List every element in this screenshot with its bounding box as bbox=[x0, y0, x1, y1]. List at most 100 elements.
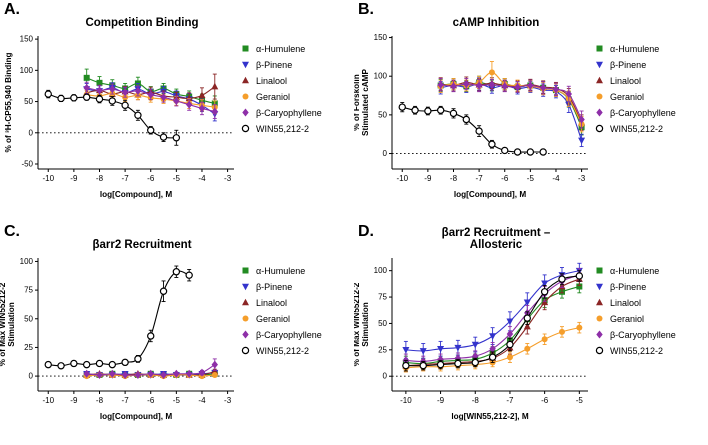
circle-icon bbox=[596, 93, 603, 100]
legend-item: Geraniol bbox=[240, 313, 346, 324]
diamond-icon bbox=[596, 108, 603, 117]
legend-item: WIN55,212-2 bbox=[240, 345, 346, 356]
svg-text:100: 100 bbox=[374, 266, 388, 275]
panel-title: Competition Binding bbox=[85, 17, 199, 29]
svg-text:50: 50 bbox=[24, 97, 33, 106]
legend-item: α-Humulene bbox=[240, 43, 346, 54]
plot-area: -10 -9 -8 -7 -6 -5 -4 -3 0 50 100 150 log[Compound],… bbox=[352, 29, 594, 201]
triangle-up-icon bbox=[242, 298, 249, 306]
legend-label: Linalool bbox=[610, 75, 642, 86]
svg-text:50: 50 bbox=[378, 319, 387, 328]
panel-body: -10 -9 -8 -7 -6 -5 0 25 50 75 100 log[WIN55,212-2],… bbox=[352, 251, 708, 423]
panel-letter: C. bbox=[4, 223, 20, 240]
svg-text:-6: -6 bbox=[147, 174, 155, 183]
open-circle-icon bbox=[241, 346, 250, 355]
legend-label: α-Humulene bbox=[256, 43, 306, 54]
legend-item: Geraniol bbox=[594, 313, 700, 324]
legend-item: α-Humulene bbox=[594, 265, 700, 276]
svg-text:Stimulation: Stimulation bbox=[361, 302, 370, 347]
svg-text:% of Max WIN55212-2: % of Max WIN55212-2 bbox=[0, 282, 7, 366]
panel-title: βarr2 Recruitment bbox=[92, 239, 192, 251]
legend-label: WIN55,212-2 bbox=[256, 345, 310, 356]
legend-label: β-Pinene bbox=[610, 281, 647, 292]
legend-label: β-Caryophyllene bbox=[610, 107, 676, 118]
svg-text:-8: -8 bbox=[472, 396, 480, 405]
legend-label: β-Pinene bbox=[256, 281, 293, 292]
square-icon bbox=[242, 267, 249, 274]
legend-item: β-Pinene bbox=[594, 281, 700, 292]
svg-text:% of Forskolin: % of Forskolin bbox=[354, 74, 361, 130]
svg-text:-6: -6 bbox=[541, 396, 549, 405]
svg-text:-6: -6 bbox=[147, 396, 155, 405]
svg-text:50: 50 bbox=[24, 314, 33, 323]
chart-svg: -10 -9 -8 -7 -6 -5 -4 -3 0 50 100 150 log[Compound],… bbox=[352, 33, 588, 199]
triangle-down-icon bbox=[242, 61, 249, 69]
legend-item: β-Pinene bbox=[240, 281, 346, 292]
open-circle-icon bbox=[241, 124, 250, 133]
svg-text:-5: -5 bbox=[576, 396, 584, 405]
legend-item: Linalool bbox=[240, 75, 346, 86]
diamond-icon bbox=[242, 108, 249, 117]
circle-icon bbox=[242, 93, 249, 100]
open-circle-icon bbox=[595, 346, 604, 355]
panel-c-barr2-recruitment: C. βarr2 Recruitment -10 -9 -8 -7 -6 -5 -4 -3 0 2… bbox=[0, 222, 354, 445]
svg-text:-8: -8 bbox=[96, 174, 104, 183]
svg-text:-5: -5 bbox=[173, 174, 181, 183]
legend-item: WIN55,212-2 bbox=[240, 123, 346, 134]
triangle-up-icon bbox=[596, 298, 603, 306]
legend-label: Geraniol bbox=[610, 313, 645, 324]
panel-body: -10 -9 -8 -7 -6 -5 -4 -3 0 25 50 75 100 log[Compound]… bbox=[0, 251, 354, 423]
svg-text:0: 0 bbox=[383, 149, 388, 158]
circle-icon bbox=[596, 315, 603, 322]
svg-text:-10: -10 bbox=[396, 174, 408, 183]
legend-item: Linalool bbox=[240, 297, 346, 308]
panel-title: cAMP Inhibition bbox=[452, 17, 540, 29]
legend-label: Linalool bbox=[256, 297, 288, 308]
svg-text:0: 0 bbox=[29, 372, 34, 381]
panel-letter: A. bbox=[4, 1, 20, 18]
svg-text:-9: -9 bbox=[437, 396, 445, 405]
svg-text:-10: -10 bbox=[42, 174, 54, 183]
svg-text:-3: -3 bbox=[578, 174, 586, 183]
legend: α-Humulene β-Pinene Linalool Geraniol β-Cary… bbox=[594, 29, 700, 139]
svg-text:75: 75 bbox=[24, 286, 33, 295]
legend-item: β-Caryophyllene bbox=[240, 329, 346, 340]
svg-text:-4: -4 bbox=[198, 396, 206, 405]
svg-text:0: 0 bbox=[383, 372, 388, 381]
square-icon bbox=[596, 45, 603, 52]
legend-label: α-Humulene bbox=[610, 265, 660, 276]
svg-text:-9: -9 bbox=[424, 174, 432, 183]
svg-text:0: 0 bbox=[29, 128, 34, 137]
panel-a-competition-binding: A. Competition Binding -10 -9 -8 -7 -6 -5 -4 -3… bbox=[0, 0, 354, 222]
svg-text:25: 25 bbox=[378, 345, 387, 354]
svg-text:-8: -8 bbox=[450, 174, 458, 183]
legend-label: α-Humulene bbox=[610, 43, 660, 54]
legend-item: Linalool bbox=[594, 297, 700, 308]
svg-text:% of Max WIN55212-2: % of Max WIN55212-2 bbox=[354, 282, 361, 366]
svg-text:-5: -5 bbox=[527, 174, 535, 183]
square-icon bbox=[596, 267, 603, 274]
diamond-icon bbox=[242, 330, 249, 339]
legend-label: β-Pinene bbox=[610, 59, 647, 70]
legend-label: WIN55,212-2 bbox=[610, 123, 664, 134]
legend-label: β-Caryophyllene bbox=[256, 107, 322, 118]
legend-label: Linalool bbox=[256, 75, 288, 86]
legend-label: WIN55,212-2 bbox=[256, 123, 310, 134]
svg-text:-3: -3 bbox=[224, 396, 232, 405]
legend-item: WIN55,212-2 bbox=[594, 345, 700, 356]
legend-label: β-Caryophyllene bbox=[610, 329, 676, 340]
legend-label: WIN55,212-2 bbox=[610, 345, 664, 356]
panel-title: βarr2 Recruitment – Allosteric bbox=[441, 227, 551, 251]
triangle-up-icon bbox=[596, 76, 603, 84]
svg-text:-7: -7 bbox=[506, 396, 514, 405]
legend-item: β-Caryophyllene bbox=[594, 329, 700, 340]
panel-body: -10 -9 -8 -7 -6 -5 -4 -3 -50 0 50 100 150 log[Compoun… bbox=[0, 29, 354, 201]
diamond-icon bbox=[596, 330, 603, 339]
svg-text:Stimulation: Stimulation bbox=[7, 302, 16, 347]
legend-item: α-Humulene bbox=[240, 265, 346, 276]
svg-text:75: 75 bbox=[378, 293, 387, 302]
legend-label: Geraniol bbox=[256, 313, 291, 324]
legend-item: β-Caryophyllene bbox=[594, 107, 700, 118]
legend: α-Humulene β-Pinene Linalool Geraniol β-Cary… bbox=[240, 29, 346, 139]
